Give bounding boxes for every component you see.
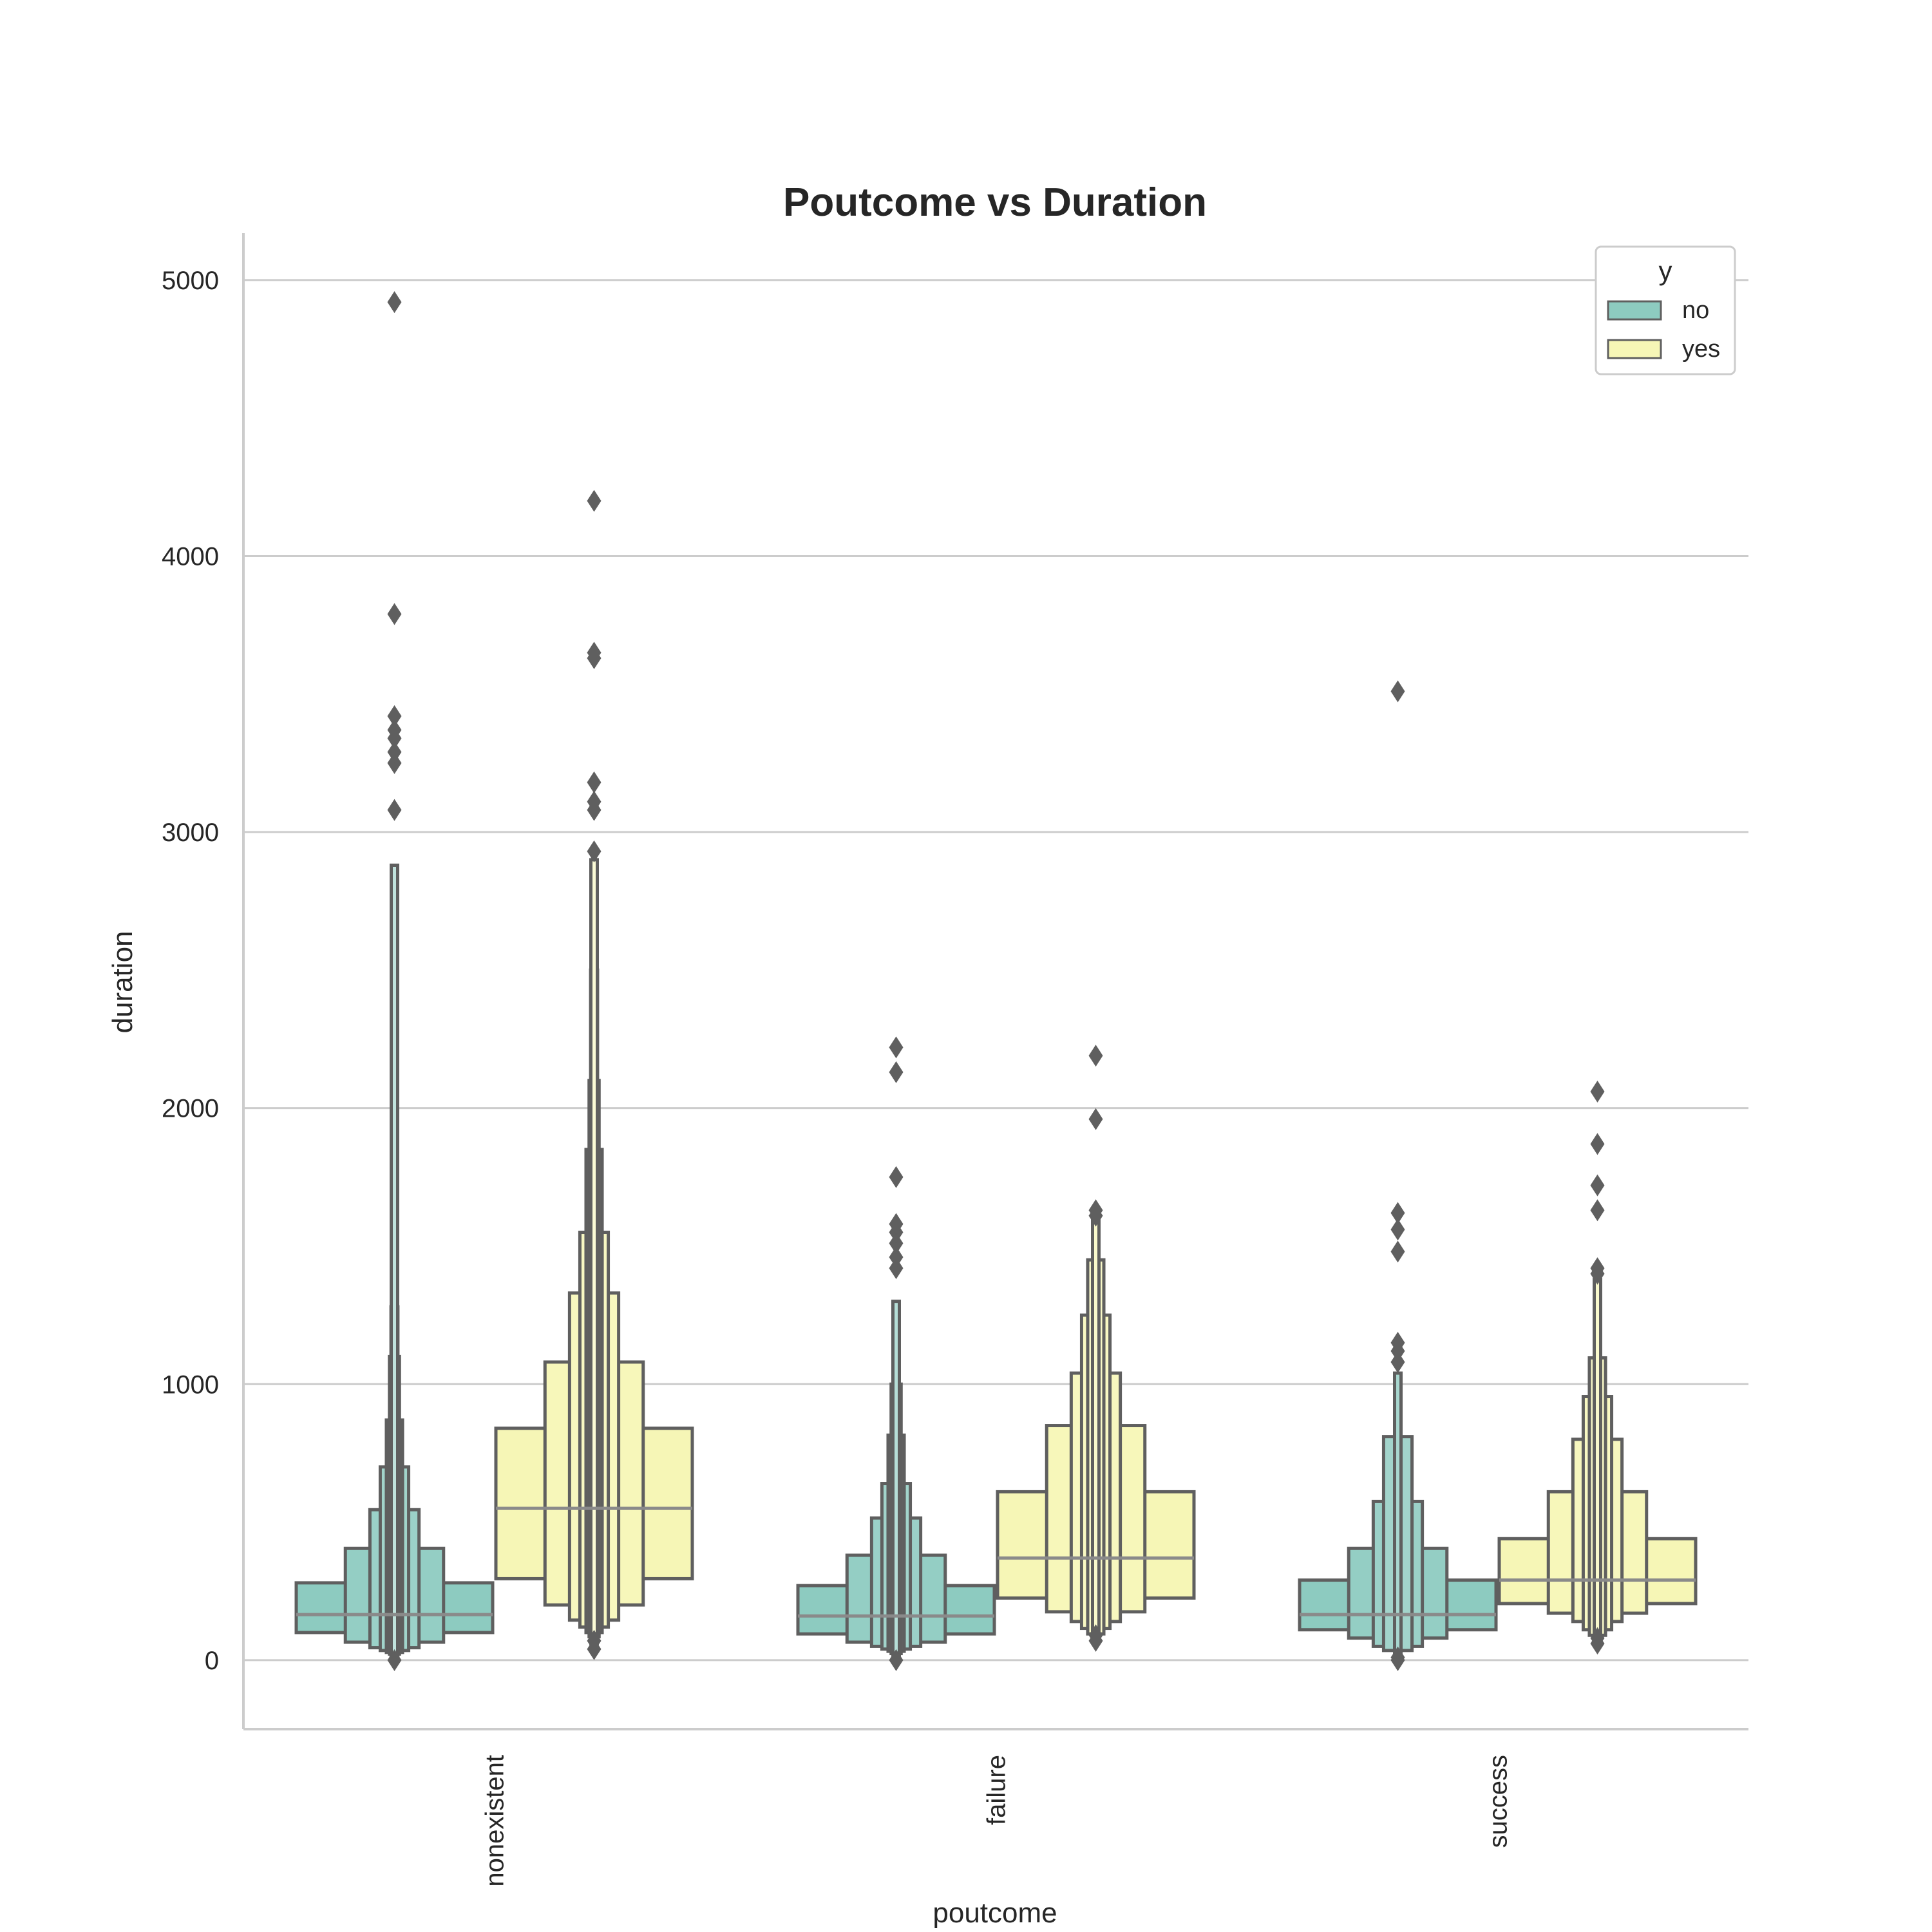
y-axis-label: duration	[107, 931, 138, 1033]
chart-title: Poutcome vs Duration	[783, 180, 1207, 225]
outlier-marker	[387, 291, 402, 314]
outlier-marker	[889, 1166, 904, 1188]
outlier-marker	[1390, 1218, 1405, 1241]
y-tick-label-5000: 5000	[162, 267, 219, 295]
outlier-marker	[387, 603, 402, 625]
y-tick-label-0: 0	[205, 1647, 219, 1675]
legend-label-no: no	[1682, 297, 1709, 324]
legend: yno yes	[1595, 245, 1736, 375]
outlier-marker	[889, 1061, 904, 1083]
outlier-marker	[1590, 1257, 1605, 1280]
outlier-marker	[387, 799, 402, 821]
plot-area	[294, 291, 1698, 1671]
legend-title: y	[1659, 256, 1672, 286]
x-tick-label-success: success	[1484, 1755, 1513, 1848]
outlier-marker	[587, 771, 601, 793]
outlier-marker	[587, 1629, 601, 1652]
box-level-9	[390, 863, 399, 1660]
outlier-marker	[1390, 1646, 1405, 1669]
outlier-marker	[1088, 1199, 1103, 1222]
legend-swatch-yes	[1607, 339, 1662, 359]
outlier-marker	[587, 840, 601, 863]
outlier-marker	[1590, 1133, 1605, 1155]
outlier-marker	[1390, 1331, 1405, 1354]
gridlines	[243, 279, 1748, 1662]
box-level-8	[589, 858, 599, 1645]
outlier-marker	[587, 489, 601, 512]
x-tick-label-nonexistent: nonexistent	[481, 1755, 509, 1887]
axes: 0 1000 2000 3000 4000 5000 nonexistent failure s…	[162, 233, 1748, 1887]
outlier-marker	[1088, 1624, 1103, 1647]
boxen-yes-nonexistent	[494, 489, 694, 1660]
y-tick-label-1000: 1000	[162, 1370, 219, 1399]
outlier-marker	[587, 790, 601, 813]
outlier-marker	[889, 1649, 904, 1671]
outlier-marker	[889, 1036, 904, 1059]
outlier-marker	[1590, 1174, 1605, 1197]
y-tick-label-2000: 2000	[162, 1095, 219, 1123]
y-tick-label-3000: 3000	[162, 819, 219, 847]
outlier-marker	[1590, 1627, 1605, 1649]
outlier-marker	[387, 752, 402, 774]
outlier-marker	[1088, 1108, 1103, 1130]
box-level-5	[1393, 1371, 1403, 1655]
outlier-marker	[387, 1649, 402, 1671]
legend-swatch-no	[1607, 300, 1662, 321]
outlier-marker	[1590, 1199, 1605, 1222]
outlier-marker	[1390, 1202, 1405, 1224]
box-level-7	[891, 1300, 901, 1657]
x-axis-label: poutcome	[933, 1897, 1057, 1929]
box-level-6	[1091, 1217, 1101, 1640]
boxen-no-success	[1298, 680, 1498, 1671]
outlier-marker	[1390, 1240, 1405, 1263]
outlier-marker	[889, 1246, 904, 1269]
outlier-marker	[587, 641, 601, 664]
outlier-marker	[889, 1232, 904, 1255]
box-level-6	[1593, 1277, 1602, 1642]
boxen-no-nonexistent	[294, 291, 495, 1671]
outlier-marker	[1088, 1045, 1103, 1067]
outlier-marker	[889, 1257, 904, 1280]
legend-label-yes: yes	[1682, 336, 1720, 363]
outlier-marker	[387, 705, 402, 728]
x-tick-label-failure: failure	[983, 1755, 1011, 1825]
outlier-marker	[1590, 1080, 1605, 1103]
boxen-yes-success	[1497, 1080, 1698, 1655]
outlier-marker	[387, 719, 402, 741]
y-tick-label-4000: 4000	[162, 542, 219, 571]
outlier-marker	[889, 1213, 904, 1235]
outlier-marker	[1390, 1350, 1405, 1373]
boxen-no-failure	[796, 1036, 996, 1671]
outlier-marker	[387, 741, 402, 763]
boxen-yes-failure	[996, 1045, 1196, 1652]
outlier-marker	[1390, 680, 1405, 703]
